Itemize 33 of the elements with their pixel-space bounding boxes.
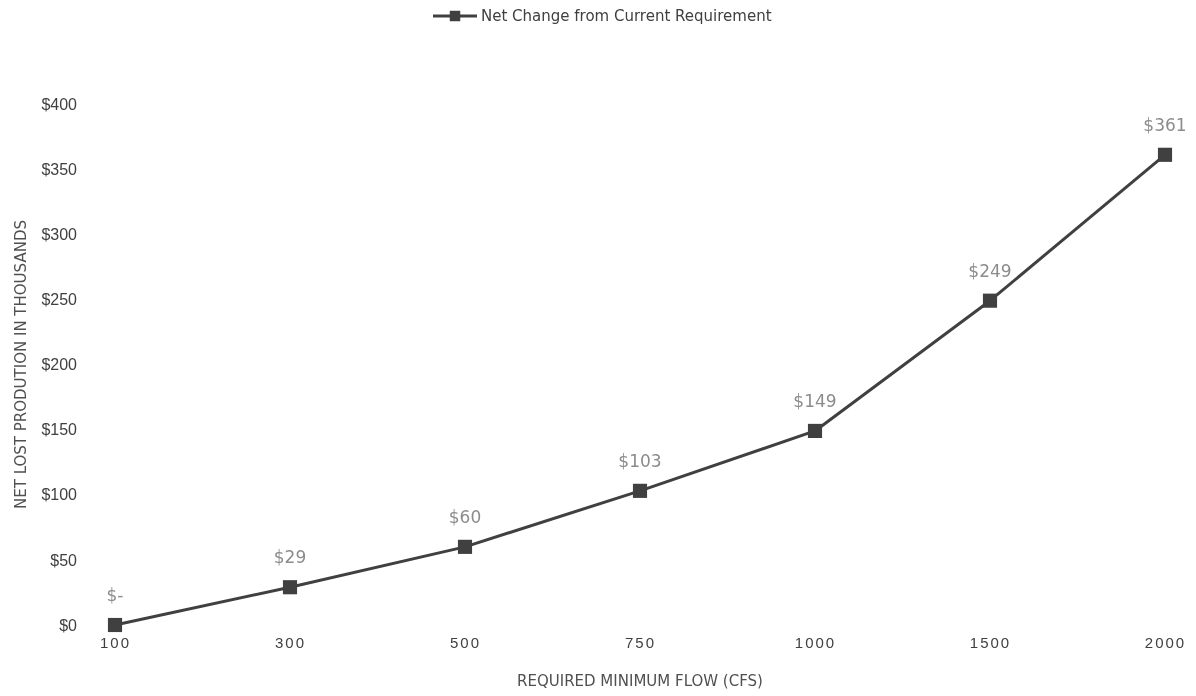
x-tick-label: 750 [624,633,657,651]
x-tick-label: 1000 [794,633,837,651]
data-label: $29 [273,547,307,568]
x-tick-label: 1500 [969,633,1012,651]
x-tick-label: 500 [449,633,482,651]
point [107,617,123,633]
point [632,483,648,498]
x-tick-label: 100 [99,633,132,651]
data-label: $249 [968,260,1012,281]
point [1157,147,1173,162]
data-label: $60 [448,506,482,527]
x-axis-title: REQUIRED MINIMUM FLOW (CFS) [517,672,763,690]
data-label: $149 [793,390,837,411]
data-label: $361 [1143,114,1187,135]
y-tick-label: $350 [41,160,78,178]
x-tick-label: 2000 [1144,633,1187,651]
y-tick-label: $200 [41,356,78,374]
point [807,423,823,438]
y-tick-label: $400 [41,95,78,113]
y-tick-label: $100 [41,486,78,504]
legend-label: Net Change from Current Requirement [481,7,772,25]
data-label: $- [106,585,124,605]
x-tick-label: 300 [274,633,307,651]
data-label: $103 [618,450,662,471]
y-axis-title: NET LOST PRODUTION IN THOUSANDS [12,220,30,509]
y-tick-label: $0 [59,616,78,634]
point [457,539,473,554]
point [282,580,298,595]
point [982,293,998,308]
y-tick-label: $150 [41,421,78,439]
y-tick-label: $250 [41,290,78,308]
y-tick-label: $50 [50,551,78,569]
y-tick-label: $300 [41,225,78,243]
